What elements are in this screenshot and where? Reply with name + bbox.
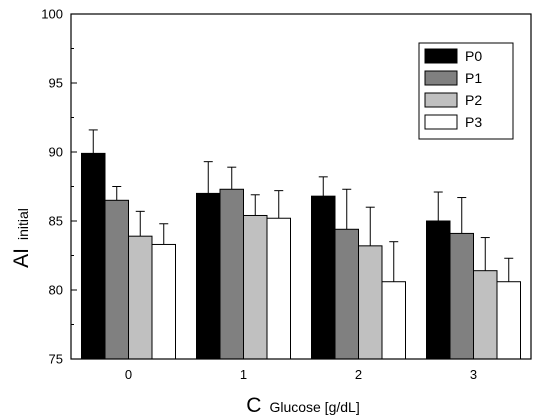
y-axis-label-main: AI: [10, 248, 33, 268]
x-axis-label-sub: Glucose [g/dL]: [269, 399, 359, 415]
bar: [219, 188, 244, 360]
x-tick-label: 2: [355, 367, 362, 382]
y-axis: 75 80 85 90 95 100: [41, 7, 77, 367]
bar: [426, 220, 451, 360]
bar: [243, 214, 268, 360]
bar: [496, 281, 521, 360]
error-bars-layer: [88, 129, 514, 282]
x-axis: 0 1 2 3: [125, 353, 477, 382]
legend-swatch: [424, 48, 458, 64]
bar: [381, 281, 406, 360]
bar: [266, 217, 291, 360]
bar: [358, 245, 383, 360]
legend-swatch: [424, 70, 458, 86]
y-tick-label: 85: [49, 214, 63, 229]
x-axis-label: C Glucose [g/dL]: [246, 394, 359, 417]
legend-label: P1: [465, 70, 482, 86]
legend-label: P0: [465, 48, 482, 64]
y-tick-label: 100: [41, 7, 63, 22]
bar: [449, 232, 474, 360]
x-tick-label: 3: [470, 367, 477, 382]
y-tick-label: 90: [49, 145, 63, 160]
bar: [81, 152, 106, 360]
bar: [311, 195, 336, 360]
legend: P0 P1 P2 P3: [418, 42, 514, 140]
bar: [151, 243, 176, 360]
y-tick-label: 80: [49, 283, 63, 298]
y-axis-label-sub: initial: [15, 208, 31, 240]
x-tick-label: 1: [240, 367, 247, 382]
x-tick-label: 0: [125, 367, 132, 382]
x-axis-label-main: C: [246, 394, 261, 417]
y-axis-label: AI initial: [10, 208, 33, 268]
bar: [196, 192, 221, 360]
bar: [128, 235, 153, 360]
legend-label: P3: [465, 114, 482, 130]
y-tick-label: 75: [49, 352, 63, 367]
bar: [334, 228, 359, 360]
legend-label: P2: [465, 92, 482, 108]
y-tick-label: 95: [49, 76, 63, 91]
bars-layer: [81, 152, 521, 360]
bar: [104, 199, 129, 360]
legend-swatch: [424, 92, 458, 108]
legend-swatch: [424, 114, 458, 130]
bar: [473, 270, 498, 360]
